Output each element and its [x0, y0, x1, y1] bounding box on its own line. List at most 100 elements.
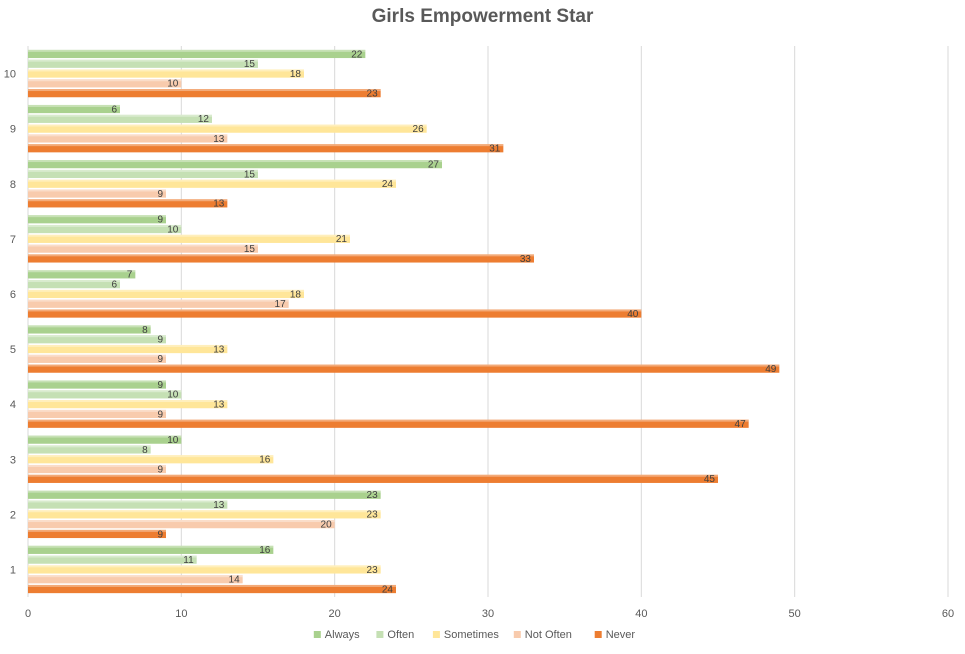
bar	[28, 419, 749, 428]
bar-highlight	[28, 474, 718, 477]
bar-highlight	[28, 160, 442, 163]
legend-label: Sometimes	[444, 629, 500, 641]
bar	[28, 464, 166, 474]
bar-highlight	[28, 325, 151, 328]
bar-highlight	[28, 49, 366, 52]
legend-swatch	[313, 631, 321, 638]
bar	[28, 224, 182, 234]
data-label: 47	[735, 419, 747, 430]
legend-swatch	[594, 631, 602, 638]
legend-swatch	[432, 631, 440, 638]
bar-highlight	[28, 309, 642, 312]
data-label: 15	[244, 59, 256, 70]
bar-highlight	[28, 354, 166, 357]
x-tick-label: 0	[25, 608, 31, 620]
bar-highlight	[28, 124, 427, 127]
data-label: 13	[213, 344, 225, 355]
legend-label: Often	[387, 629, 414, 641]
bar-highlight	[28, 455, 274, 458]
bar-highlight	[28, 445, 151, 448]
bar	[28, 270, 136, 279]
bar	[28, 144, 504, 153]
bar-highlight	[28, 299, 289, 302]
y-tick-label: 10	[4, 69, 16, 81]
bar	[28, 124, 427, 133]
chart-title: Girls Empowerment Star	[371, 6, 594, 27]
bar	[28, 529, 166, 539]
bar-highlight	[28, 134, 228, 137]
data-label: 13	[213, 199, 225, 210]
bar	[28, 545, 274, 554]
bar	[28, 69, 304, 78]
y-tick-label: 7	[10, 234, 16, 246]
bar-highlight	[28, 364, 780, 367]
bar	[28, 565, 381, 574]
data-label: 9	[157, 354, 163, 365]
bar-highlight	[28, 234, 350, 237]
bar-highlight	[28, 254, 534, 257]
bar	[28, 555, 197, 564]
bar-highlight	[28, 114, 212, 117]
bar	[28, 510, 381, 519]
bar-highlight	[28, 419, 749, 422]
data-label: 16	[259, 545, 271, 556]
data-label: 9	[157, 189, 163, 200]
bar	[28, 134, 228, 143]
legend-swatch	[513, 631, 521, 638]
bar-highlight	[28, 545, 274, 548]
bar	[28, 59, 258, 68]
bar-highlight	[28, 510, 381, 513]
bar-highlight	[28, 224, 182, 227]
bar	[28, 234, 350, 243]
bar-highlight	[28, 189, 166, 192]
legend-swatch	[376, 631, 384, 638]
bar	[28, 445, 151, 454]
data-label: 16	[259, 455, 271, 466]
data-label: 15	[244, 169, 256, 180]
data-label: 10	[167, 435, 179, 446]
y-tick-label: 1	[10, 564, 16, 576]
data-label: 21	[336, 234, 348, 245]
bar-highlight	[28, 289, 304, 292]
data-label: 40	[627, 309, 639, 320]
bar	[28, 409, 166, 419]
bar-highlight	[28, 144, 504, 147]
data-label: 13	[213, 500, 225, 511]
bar	[28, 390, 182, 399]
bar-highlight	[28, 199, 228, 202]
x-tick-label: 10	[175, 608, 187, 620]
data-label: 26	[413, 124, 425, 135]
bar-highlight	[28, 179, 396, 182]
data-label: 18	[290, 69, 302, 80]
bar-highlight	[28, 520, 335, 523]
bar	[28, 299, 289, 308]
bar-highlight	[28, 529, 166, 532]
bar	[28, 584, 396, 594]
data-label: 23	[367, 88, 379, 99]
data-label: 9	[157, 215, 163, 226]
legend-label: Never	[606, 629, 636, 641]
y-tick-label: 4	[10, 399, 16, 411]
bar	[28, 455, 274, 464]
bar	[28, 49, 366, 59]
bar	[28, 400, 228, 409]
data-label: 23	[367, 490, 379, 501]
data-label: 17	[275, 299, 287, 310]
bar	[28, 254, 534, 263]
y-tick-label: 6	[10, 289, 16, 301]
bar-highlight	[28, 335, 166, 338]
bar-highlight	[28, 555, 197, 558]
bar	[28, 89, 381, 98]
bar-highlight	[28, 390, 182, 393]
bar	[28, 344, 228, 354]
data-label: 31	[489, 144, 501, 155]
bar	[28, 104, 120, 114]
bar-highlight	[28, 169, 258, 172]
bar-highlight	[28, 575, 243, 578]
data-label: 13	[213, 399, 225, 410]
bar	[28, 199, 228, 208]
y-tick-label: 8	[10, 179, 16, 191]
data-label: 23	[367, 510, 379, 521]
data-label: 10	[167, 224, 179, 235]
